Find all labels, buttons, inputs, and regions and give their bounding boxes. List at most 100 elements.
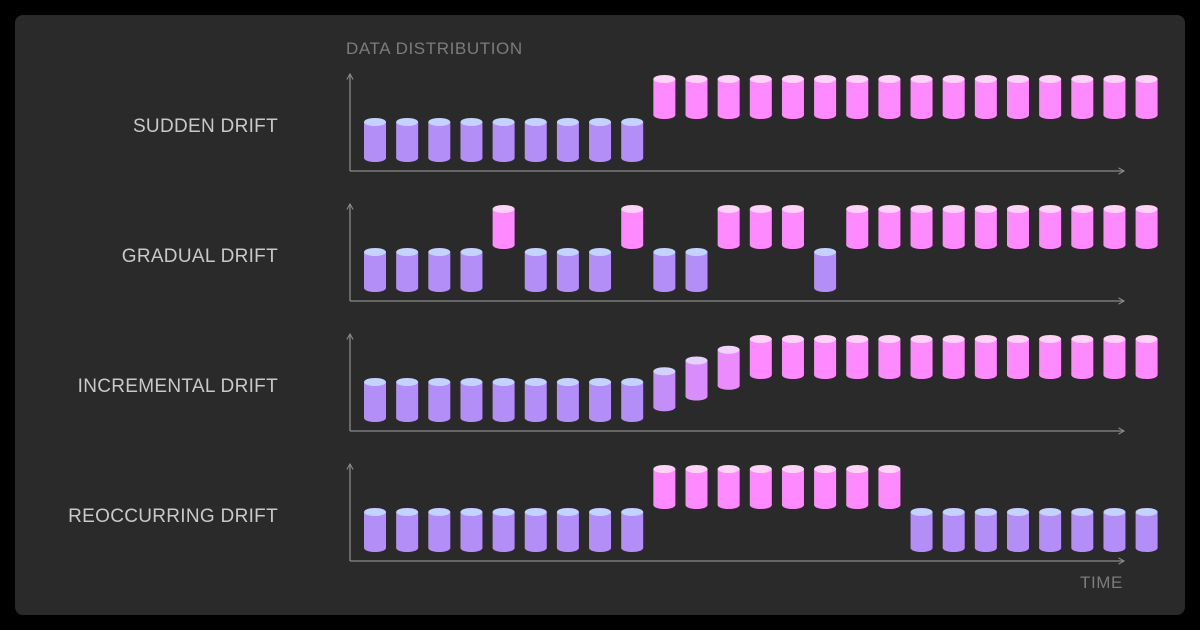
cylinder-base [1039,241,1062,249]
cylinder-body [364,512,386,548]
cylinder-base [364,414,386,422]
cylinder-base [910,241,933,249]
cylinder-base [1071,544,1094,552]
old-distribution-cylinder [621,378,644,422]
cylinder-top [653,248,676,256]
cylinder-base [460,414,483,422]
cylinder-body [556,512,579,548]
cylinder-body [878,469,901,505]
cylinder-top [814,465,837,473]
cylinder-top [685,248,708,256]
cylinder-base [814,284,837,292]
cylinder-base [556,154,579,162]
cylinder-body [749,339,772,375]
cylinder-top [974,508,997,516]
cylinder-body [1007,209,1029,245]
cylinder-body [781,339,804,375]
cylinder-base [685,111,708,119]
cylinder-base [556,544,579,552]
cylinder-top [653,465,676,473]
cylinder-top [428,378,451,386]
cylinder-top [717,75,740,83]
cylinder-body [814,79,837,115]
cylinder-body [492,512,515,548]
cylinder-top [589,248,612,256]
cylinder-top [364,118,386,126]
cylinder-top [364,508,386,516]
cylinder-top [1135,508,1158,516]
cylinder-base [653,501,676,509]
cylinder-body [396,382,419,418]
cylinder-body [1071,209,1094,245]
cylinder-body [589,252,612,288]
cylinder-top [942,335,965,343]
cylinder-base [653,403,676,412]
cylinder-top [1071,335,1094,343]
cylinder-top [556,248,579,256]
cylinder-body [717,469,740,505]
new-distribution-cylinder [749,205,772,249]
cylinder-base [942,111,965,119]
cylinder-base [492,414,515,422]
cylinder-base [942,241,965,249]
cylinder-body [1103,209,1126,245]
cylinder-base [460,154,483,162]
cylinder-base [749,501,772,509]
old-distribution-cylinder [396,508,419,552]
cylinder-base [814,111,837,119]
new-distribution-cylinder [717,75,740,119]
old-distribution-cylinder [589,508,612,552]
cylinder-body [1103,512,1126,548]
cylinder-top [942,508,965,516]
cylinder-base [1039,111,1062,119]
cylinder-top [717,345,740,354]
cylinder-base [749,371,772,379]
old-distribution-cylinder [428,508,451,552]
cylinder-base [974,544,997,552]
cylinder-top [524,248,547,256]
row-gradual-drift: GRADUAL DRIFT [122,202,1158,305]
row-label: REOCCURRING DRIFT [68,506,278,527]
cylinder-top [974,205,997,213]
cylinder-body [428,382,451,418]
new-distribution-cylinder [814,335,837,379]
cylinder-base [814,371,837,379]
old-distribution-cylinder [556,508,579,552]
cylinder-base [781,501,804,509]
cylinder-body [974,79,997,115]
cylinder-base [1071,371,1094,379]
cylinder-body [460,122,483,158]
cylinder-body [460,512,483,548]
old-distribution-cylinder [428,378,451,422]
cylinder-body [1071,339,1094,375]
cylinder-top [492,205,515,213]
cylinder-base [717,241,740,249]
new-distribution-cylinder [685,75,708,119]
new-distribution-cylinder [1135,205,1158,249]
cylinder-body [910,512,933,548]
cylinder-top [846,335,869,343]
new-distribution-cylinder [1039,75,1062,119]
cylinder-base [878,501,901,509]
cylinder-top [460,248,483,256]
cylinder-base [396,544,419,552]
old-distribution-cylinder [556,118,579,162]
cylinder-body [942,209,965,245]
old-distribution-cylinder [364,378,386,422]
cylinder-body [1103,339,1126,375]
cylinder-base [749,241,772,249]
cylinder-body [589,122,612,158]
old-distribution-cylinder [556,378,579,422]
cylinder-body [364,252,386,288]
cylinder-body [846,209,869,245]
new-distribution-cylinder [749,75,772,119]
old-distribution-cylinder [492,378,515,422]
cylinder-top [524,378,547,386]
cylinder-top [749,465,772,473]
cylinder-body [492,382,515,418]
cylinder-base [492,544,515,552]
drift-rows: SUDDEN DRIFT GRADUAL DRIFT INCREMENTAL DRI… [68,72,1158,565]
cylinder-top [621,508,644,516]
old-distribution-cylinder [589,378,612,422]
cylinder-base [621,414,644,422]
